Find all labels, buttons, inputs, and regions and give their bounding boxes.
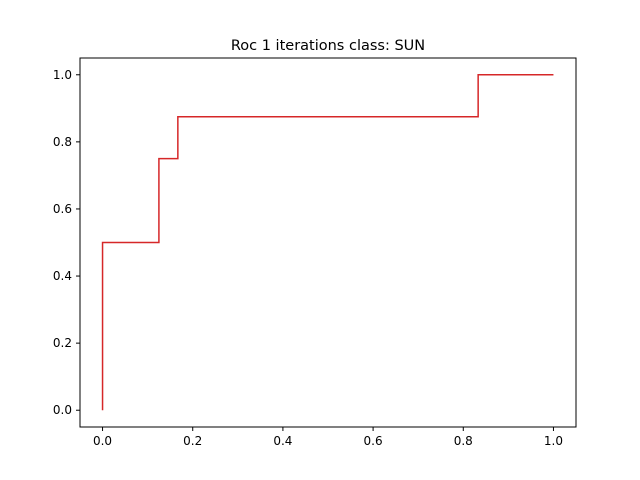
roc-curve-line bbox=[101, 74, 554, 411]
y-tick-label: 0.2 bbox=[53, 336, 72, 350]
x-tick-label: 0.4 bbox=[273, 434, 292, 448]
chart-title: Roc 1 iterations class: SUN bbox=[231, 38, 425, 54]
x-tick-label: 1.0 bbox=[544, 434, 563, 448]
y-tick-label: 0.4 bbox=[53, 269, 72, 283]
y-tick-label: 0.8 bbox=[53, 135, 72, 149]
y-tick-label: 0.6 bbox=[53, 202, 72, 216]
x-tick-label: 0.2 bbox=[183, 434, 202, 448]
x-tick-label: 0.6 bbox=[364, 434, 383, 448]
series-layer bbox=[101, 74, 554, 411]
y-tick-label: 1.0 bbox=[53, 68, 72, 82]
x-axis: 0.0 0.2 0.4 0.6 0.8 1.0 bbox=[93, 427, 563, 448]
axes-frame bbox=[79, 57, 577, 428]
y-axis: 0.0 0.2 0.4 0.6 0.8 1.0 bbox=[53, 68, 80, 417]
x-tick-label: 0.0 bbox=[93, 434, 112, 448]
y-tick-label: 0.0 bbox=[53, 403, 72, 417]
x-tick-label: 0.8 bbox=[454, 434, 473, 448]
